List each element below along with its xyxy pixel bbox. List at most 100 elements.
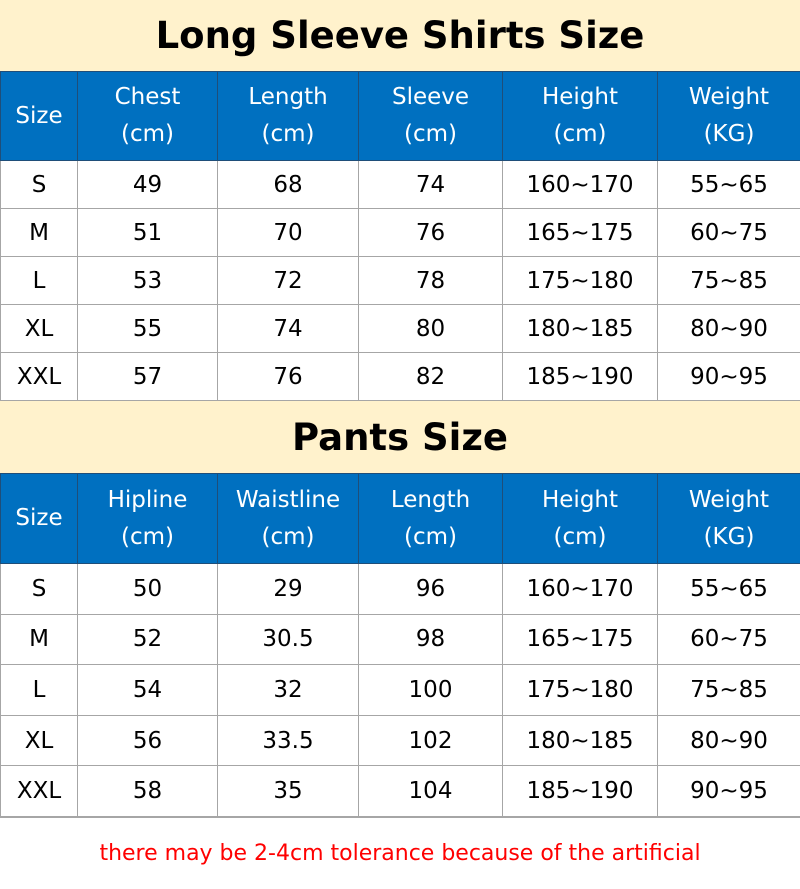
value-cell: 165~175 [502,208,658,257]
column-unit: (cm) [261,121,315,147]
size-cell: L [0,664,78,716]
value-cell: 80 [358,304,503,353]
value-cell: 160~170 [502,563,658,615]
table-row: L 54 32 100 175~180 75~85 [0,664,800,716]
column-header: Waistline (cm) [217,473,359,564]
column-header: Height (cm) [502,71,658,161]
column-header: Size [0,71,78,161]
column-header: Hipline (cm) [77,473,218,564]
value-cell: 185~190 [502,765,658,817]
value-cell: 82 [358,352,503,401]
tolerance-note: there may be 2-4cm tolerance because of … [0,816,800,889]
column-unit: (cm) [404,121,457,147]
value-cell: 33.5 [217,714,359,767]
value-cell: 78 [358,256,503,305]
column-label: Weight [688,486,770,513]
value-cell: 72 [217,256,359,305]
header-row: Size Hipline (cm) Waistline (cm) Length (cm) He… [0,473,800,564]
column-label: Length [390,486,471,513]
column-header: Size [0,473,78,564]
column-header: Height (cm) [502,473,658,564]
value-cell: 55~65 [657,563,800,615]
table-row: XL 55 74 80 180~185 80~90 [0,304,800,353]
pants-title: Pants Size [0,401,800,473]
value-cell: 58 [77,765,218,817]
value-cell: 180~185 [502,714,658,767]
value-cell: 90~95 [657,765,800,817]
value-cell: 80~90 [657,304,800,353]
table-row: S 50 29 96 160~170 55~65 [0,563,800,615]
value-cell: 96 [358,563,503,615]
value-cell: 60~75 [657,208,800,257]
value-cell: 51 [77,208,218,257]
shirts-title: Long Sleeve Shirts Size [0,0,800,71]
value-cell: 104 [358,765,503,817]
value-cell: 102 [358,714,503,767]
value-cell: 56 [77,714,218,767]
value-cell: 165~175 [502,613,658,666]
value-cell: 100 [358,664,503,716]
size-cell: M [0,208,78,257]
column-label: Size [15,505,63,531]
column-header: Chest (cm) [77,71,218,161]
value-cell: 32 [217,664,359,716]
column-label: Hipline [107,486,188,513]
value-cell: 75~85 [657,256,800,305]
column-label: Chest [114,84,181,110]
table-row: M 52 30.5 98 165~175 60~75 [0,613,800,666]
column-label: Height [541,84,619,110]
column-unit: (cm) [121,121,174,147]
column-unit: (KG) [703,523,755,550]
column-unit: (cm) [404,523,457,550]
column-label: Length [248,84,328,110]
value-cell: 52 [77,613,218,666]
column-unit: (cm) [121,523,174,550]
header-row: Size Chest (cm) Length (cm) Sleeve (cm) Height (… [0,71,800,161]
value-cell: 70 [217,208,359,257]
size-cell: M [0,613,78,666]
value-cell: 80~90 [657,714,800,767]
value-cell: 175~180 [502,256,658,305]
size-cell: XL [0,714,78,767]
value-cell: 53 [77,256,218,305]
table-row: M 51 70 76 165~175 60~75 [0,208,800,257]
pants-table: Size Hipline (cm) Waistline (cm) Length (cm) He… [0,473,800,817]
value-cell: 60~75 [657,613,800,666]
value-cell: 98 [358,613,503,666]
table-row: L 53 72 78 175~180 75~85 [0,256,800,305]
value-cell: 29 [217,563,359,615]
column-unit: (KG) [703,121,755,147]
value-cell: 49 [77,160,218,209]
column-header: Weight (KG) [657,71,800,161]
value-cell: 68 [217,160,359,209]
table-row: XXL 57 76 82 185~190 90~95 [0,352,800,401]
value-cell: 76 [358,208,503,257]
table-row: XXL 58 35 104 185~190 90~95 [0,765,800,817]
value-cell: 50 [77,563,218,615]
value-cell: 74 [217,304,359,353]
table-row: XL 56 33.5 102 180~185 80~90 [0,714,800,767]
column-header: Length (cm) [217,71,359,161]
value-cell: 160~170 [502,160,658,209]
size-cell: S [0,160,78,209]
value-cell: 55 [77,304,218,353]
value-cell: 90~95 [657,352,800,401]
column-label: Waistline [235,486,341,513]
column-label: Weight [688,84,770,110]
value-cell: 74 [358,160,503,209]
column-label: Sleeve [391,84,470,110]
value-cell: 30.5 [217,613,359,666]
column-unit: (cm) [553,121,607,147]
table-row: S 49 68 74 160~170 55~65 [0,160,800,209]
value-cell: 35 [217,765,359,817]
column-unit: (cm) [261,523,315,550]
size-cell: XXL [0,765,78,817]
column-label: Size [15,102,63,129]
value-cell: 57 [77,352,218,401]
size-cell: S [0,563,78,615]
column-label: Height [541,486,619,513]
size-cell: XXL [0,352,78,401]
shirts-table: Size Chest (cm) Length (cm) Sleeve (cm) Height (… [0,71,800,401]
column-header: Length (cm) [358,473,503,564]
